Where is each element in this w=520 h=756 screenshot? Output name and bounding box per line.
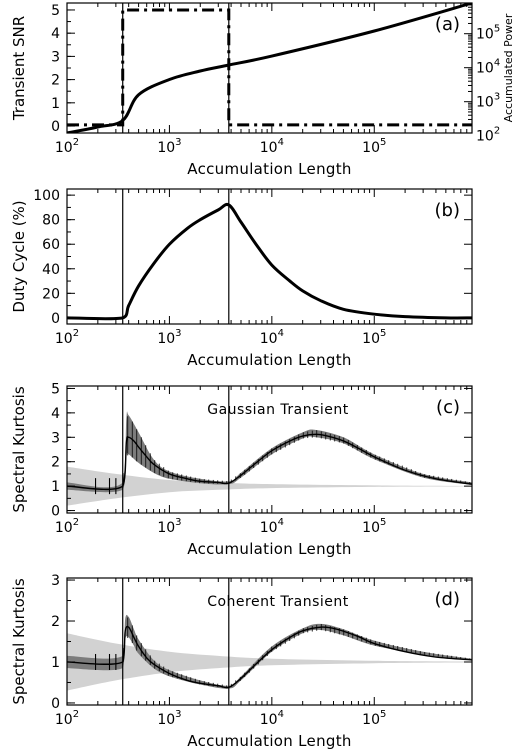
series-1 — [67, 8, 472, 127]
plot-area — [67, 189, 472, 324]
plot-frame — [66, 188, 473, 325]
y2-tick-label: 102 — [476, 126, 500, 145]
panel-tag: (a) — [435, 14, 460, 35]
y-tick-label: 0 — [51, 504, 60, 520]
band-light — [67, 466, 472, 506]
x-axis-label: Accumulation Length — [187, 540, 351, 558]
y-tick-label: 2 — [51, 455, 60, 471]
plot-area — [67, 3, 472, 133]
x-tick-label: 102 — [55, 709, 79, 728]
y-tick-label: 0 — [51, 696, 60, 712]
y-tick-label: 4 — [51, 26, 60, 42]
y-tick-label: 20 — [42, 286, 60, 302]
y2-axis-label: Accumulated Power — [502, 13, 515, 122]
x-axis-label: Accumulation Length — [187, 160, 351, 178]
plot-area — [67, 386, 472, 513]
x-tick-label: 102 — [55, 517, 79, 536]
x-tick-label: 103 — [157, 137, 181, 156]
y-tick-label: 3 — [51, 573, 60, 589]
panel-tag: (c) — [436, 397, 460, 418]
x-axis-label: Accumulation Length — [187, 732, 351, 750]
x-tick-label: 103 — [157, 709, 181, 728]
y-axis-label: Duty Cycle (%) — [10, 200, 28, 312]
y-tick-label: 0 — [51, 119, 60, 135]
x-axis-label: Accumulation Length — [187, 351, 351, 369]
x-tick-label: 104 — [260, 137, 284, 156]
x-tick-label: 102 — [55, 328, 79, 347]
series-2 — [67, 3, 472, 133]
y2-tick-label: 104 — [476, 58, 500, 77]
x-tick-label: 104 — [260, 328, 284, 347]
x-tick-label: 102 — [55, 137, 79, 156]
y-tick-label: 2 — [51, 614, 60, 630]
panel-d: 102 103 104 105 0 1 2 3 Accumulation Length Spect… — [10, 573, 473, 750]
y-tick-label: 2 — [51, 73, 60, 89]
panel-tag: (d) — [435, 589, 460, 610]
y-tick-label: 3 — [51, 430, 60, 446]
band-light — [67, 633, 472, 691]
x-tick-label: 103 — [157, 517, 181, 536]
x-tick-label: 104 — [260, 709, 284, 728]
y-tick-label: 1 — [51, 96, 60, 112]
y2-tick-label: 105 — [476, 24, 500, 43]
y-tick-label: 5 — [51, 381, 60, 397]
panel-b: 102 103 104 105 0 20 40 60 80 100 Accumulation Len… — [10, 188, 473, 369]
y-tick-label: 60 — [42, 237, 60, 253]
y-tick-label: 5 — [51, 3, 60, 19]
y-tick-label: 3 — [51, 49, 60, 65]
panel-tag: (b) — [435, 200, 460, 221]
plot-area — [67, 578, 472, 705]
series-1 — [67, 202, 472, 321]
y-axis-label: Spectral Kurtosis — [10, 386, 28, 512]
x-tick-label: 103 — [157, 328, 181, 347]
y-tick-label: 0 — [51, 311, 60, 327]
y-axis-label: Transient SNR — [10, 16, 28, 121]
x-tick-label: 104 — [260, 517, 284, 536]
y-tick-label: 4 — [51, 406, 60, 422]
y-tick-label: 40 — [42, 262, 60, 278]
y-tick-label: 80 — [42, 213, 60, 229]
annotation: Coherent Transient — [207, 594, 349, 610]
y-tick-label: 1 — [51, 479, 60, 495]
y2-tick-label: 103 — [476, 92, 500, 111]
y-axis-label: Spectral Kurtosis — [10, 578, 28, 704]
x-tick-label: 105 — [362, 709, 386, 728]
x-tick-label: 105 — [362, 328, 386, 347]
x-tick-label: 105 — [362, 517, 386, 536]
panel-c: 102 103 104 105 0 1 2 3 4 5 Accumulation Length Spe… — [10, 381, 473, 558]
x-tick-label: 105 — [362, 137, 386, 156]
annotation: Gaussian Transient — [207, 402, 349, 418]
y-tick-label: 1 — [51, 655, 60, 671]
y-tick-label: 100 — [33, 188, 60, 204]
